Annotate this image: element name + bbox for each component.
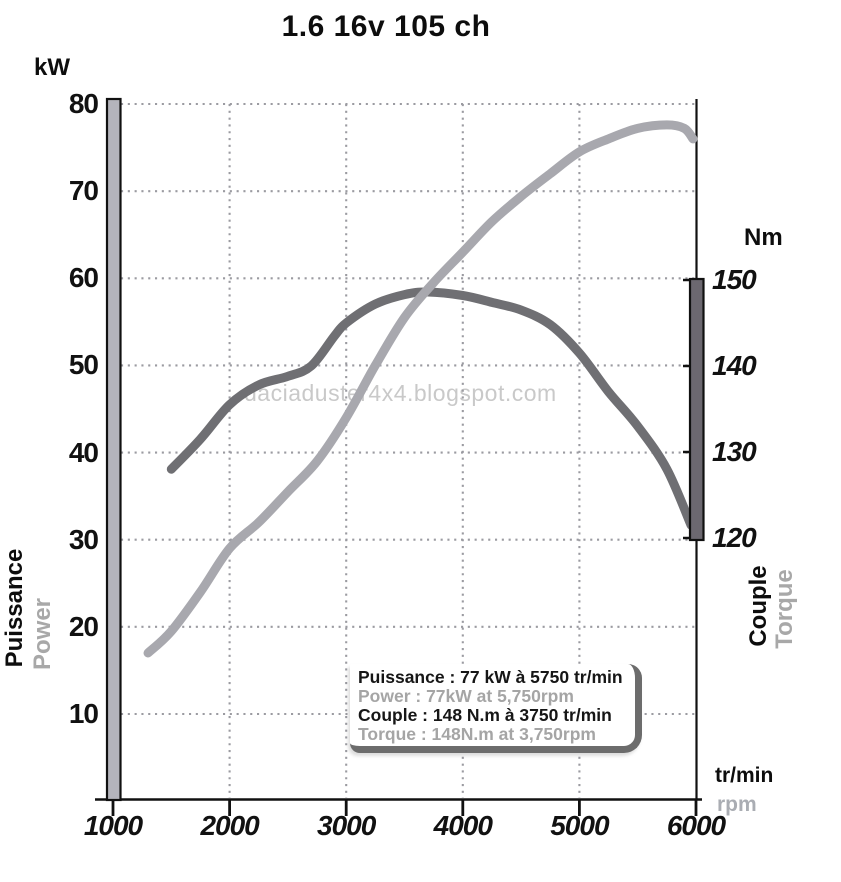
x-axis-tick-label: 6000 (666, 810, 726, 841)
left-axis-tick-label: 50 (68, 349, 99, 381)
x-axis-tick-label: 2000 (200, 810, 259, 841)
left-axis-tick-label: 20 (68, 610, 99, 642)
right-axis-tick-label: 150 (712, 264, 757, 295)
right-axis-tick-label: 130 (712, 436, 757, 467)
right-axis-title-en: Torque (771, 569, 798, 649)
chart-title: 1.6 16v 105 ch (281, 10, 491, 43)
left-axis-tick-label: 60 (68, 262, 99, 294)
left-axis-bar (105, 97, 122, 802)
x-axis-tick-label: 5000 (550, 810, 609, 841)
right-axis-unit-label: Nm (744, 224, 783, 251)
x-axis-tick-label: 1000 (83, 810, 143, 841)
torque-curve (166, 287, 696, 530)
power-curve (143, 120, 698, 658)
legend-power-en: Power : 77kW at 5,750rpm (358, 686, 574, 706)
legend-torque-en: Torque : 148N.m at 3,750rpm (358, 724, 596, 744)
left-axis-tick-label: 80 (68, 88, 99, 119)
left-axis-tick-label: 70 (68, 175, 99, 207)
left-axis-tick-label: 10 (68, 698, 99, 729)
x-axis-unit-secondary: rpm (717, 793, 757, 816)
left-axis-tick-label: 40 (68, 436, 99, 468)
watermark: daciaduster4x4.blogspot.com (244, 380, 557, 406)
x-axis-tick-label: 3000 (317, 810, 376, 841)
right-axis-title-fr: Couple (745, 565, 772, 647)
legend-power-fr: Puissance : 77 kW à 5750 tr/min (358, 667, 623, 687)
x-axis-unit-primary: tr/min (715, 764, 774, 787)
legend-torque-fr: Couple : 148 N.m à 3750 tr/min (358, 705, 612, 725)
legend-box: Puissance : 77 kW à 5750 tr/min Power : … (350, 664, 642, 753)
x-axis-tick-label: 4000 (433, 810, 493, 841)
left-axis-title-fr: Puissance (1, 548, 28, 668)
left-axis-tick-label: 30 (68, 523, 99, 555)
left-axis-unit-label: kW (34, 54, 70, 81)
right-axis-bar (688, 277, 705, 542)
right-axis-tick-label: 140 (712, 350, 757, 381)
right-axis-tick-label: 120 (712, 522, 757, 553)
